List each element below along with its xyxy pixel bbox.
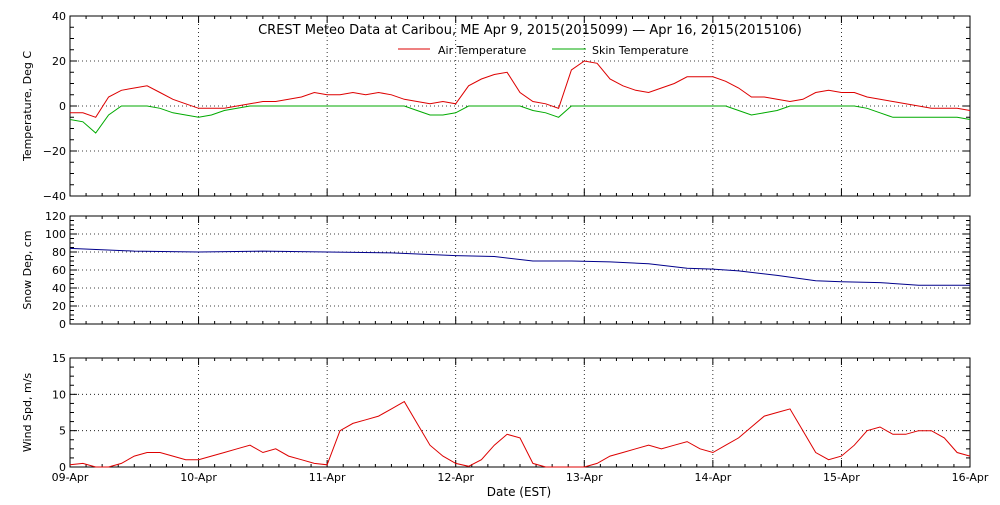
x-tick-label: 16-Apr — [952, 471, 989, 484]
x-axis-label: Date (EST) — [487, 485, 551, 499]
y-axis-label: Wind Spd, m/s — [21, 373, 34, 453]
y-tick-label: 0 — [59, 461, 66, 474]
y-tick-label: 20 — [52, 55, 66, 68]
y-tick-label: 100 — [45, 228, 66, 241]
y-axis-label: Snow Dep, cm — [21, 230, 34, 309]
panel-wind: 15 10 5 0 Wind Spd, m/s — [21, 352, 971, 474]
y-tick-label: 20 — [52, 300, 66, 313]
y-tick-label: −20 — [43, 145, 66, 158]
x-tick-label: 14-Apr — [694, 471, 731, 484]
legend: Air Temperature Skin Temperature — [398, 44, 689, 57]
legend-label: Skin Temperature — [592, 44, 689, 57]
y-tick-label: 0 — [59, 100, 66, 113]
y-tick-label: 40 — [52, 282, 66, 295]
y-tick-label: 5 — [59, 425, 66, 438]
x-tick-label: 11-Apr — [309, 471, 346, 484]
series-line-skin-temperature — [69, 105, 971, 134]
chart-title: CREST Meteo Data at Caribou, ME Apr 9, 2… — [258, 23, 802, 38]
series-line-wind — [69, 400, 971, 468]
y-tick-label: −40 — [43, 190, 66, 203]
y-axis-label: Temperature, Deg C — [21, 51, 34, 162]
y-tick-label: 15 — [52, 352, 66, 365]
series-line-snow — [69, 247, 970, 286]
panel-snow: 120 100 80 60 40 20 0 Snow Dep, cm — [21, 210, 971, 331]
y-tick-label: 120 — [45, 210, 66, 223]
y-tick-label: 10 — [52, 388, 66, 401]
y-tick-label: 80 — [52, 246, 66, 259]
y-tick-label: 0 — [59, 318, 66, 331]
x-tick-label: 15-Apr — [823, 471, 860, 484]
legend-label: Air Temperature — [438, 44, 527, 57]
x-tick-label: 12-Apr — [437, 471, 474, 484]
y-tick-label: 60 — [52, 264, 66, 277]
y-tick-label: 40 — [52, 10, 66, 23]
x-tick-label: 10-Apr — [180, 471, 217, 484]
x-tick-label: 09-Apr — [52, 471, 89, 484]
panel-temp: 40 20 0 −20 −40 Temperature, Deg C Air Tempera… — [21, 10, 971, 203]
panel-frame — [69, 357, 971, 468]
x-tick-label: 13-Apr — [566, 471, 603, 484]
series-line-air-temperature — [70, 60, 971, 118]
